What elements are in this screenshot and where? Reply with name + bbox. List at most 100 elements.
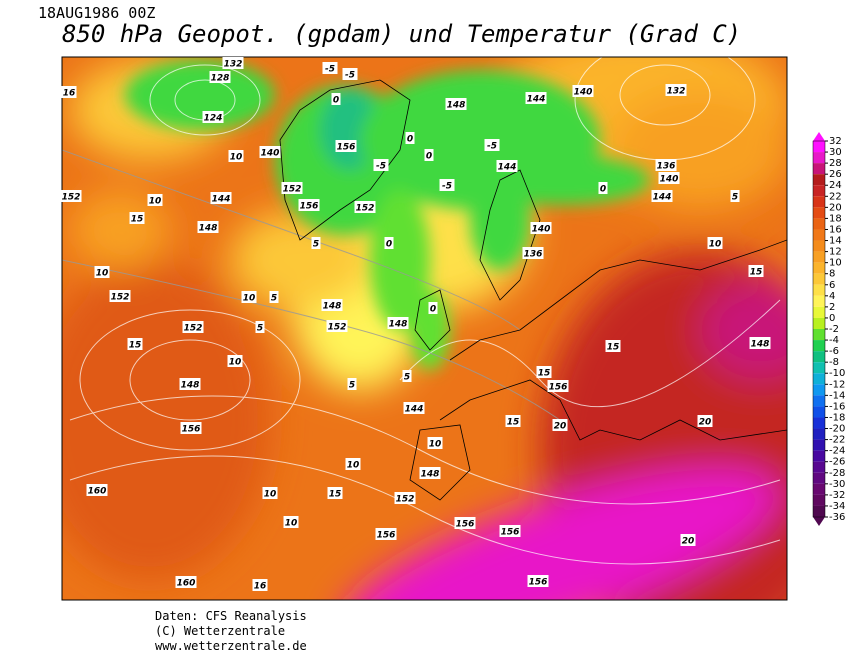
colorbar-swatch xyxy=(813,306,825,318)
label-box xyxy=(255,321,265,333)
label-box xyxy=(94,266,110,278)
contour-label: 152 xyxy=(356,204,375,214)
label-box xyxy=(129,212,145,224)
label-box xyxy=(530,222,552,234)
contour-label: 10 xyxy=(230,153,243,163)
colorbar-swatch xyxy=(813,384,825,396)
contour-label: 0 xyxy=(430,305,436,315)
colorbar-swatch xyxy=(813,152,825,164)
colorbar-swatch xyxy=(813,329,825,341)
colorbar-label: -24 xyxy=(829,446,845,457)
colorbar-label: -14 xyxy=(829,390,845,401)
colorbar-swatch xyxy=(813,483,825,495)
label-box xyxy=(655,159,677,171)
contour-label: 148 xyxy=(323,302,342,312)
label-box xyxy=(697,415,713,427)
colorbar-swatch xyxy=(813,141,825,153)
contour-label: 10 xyxy=(264,490,277,500)
label-box xyxy=(321,299,343,311)
contour-label: 148 xyxy=(181,381,200,391)
label-box xyxy=(394,492,416,504)
contour-label: 15 xyxy=(329,490,342,500)
label-box xyxy=(748,265,764,277)
label-box xyxy=(598,182,608,194)
contour-label: 10 xyxy=(347,461,360,471)
colorbar-swatch xyxy=(813,295,825,307)
contour-label: 140 xyxy=(532,225,551,235)
label-box xyxy=(335,140,357,152)
contour-label: 132 xyxy=(224,60,243,70)
label-box xyxy=(182,321,204,333)
label-box xyxy=(281,182,303,194)
colorbar-swatch xyxy=(813,273,825,285)
colorbar-label: 2 xyxy=(829,302,835,313)
label-box xyxy=(651,190,673,202)
label-box xyxy=(60,190,82,202)
contour-label: 140 xyxy=(574,88,593,98)
colorbar-swatch xyxy=(813,229,825,241)
colorbar-label: -12 xyxy=(829,379,845,390)
contour-label: -5 xyxy=(487,142,497,152)
label-box xyxy=(405,132,415,144)
colorbar-swatch xyxy=(813,207,825,219)
colorbar-swatch xyxy=(813,417,825,429)
colorbar-swatch xyxy=(813,251,825,263)
label-box xyxy=(424,149,434,161)
colorbar-swatch xyxy=(813,461,825,473)
colorbar-label: 4 xyxy=(829,291,835,302)
contour-label: 10 xyxy=(429,440,442,450)
contour-label: 148 xyxy=(447,101,466,111)
contour-label: 16 xyxy=(63,89,76,99)
contour-label: 15 xyxy=(750,268,763,278)
label-box xyxy=(322,62,338,74)
label-box xyxy=(262,487,278,499)
contour-label: 0 xyxy=(386,240,392,250)
contour-label: 148 xyxy=(751,340,770,350)
colorbar-label: 10 xyxy=(829,258,842,269)
contour-label: 10 xyxy=(243,294,256,304)
label-box xyxy=(283,516,299,528)
label-box xyxy=(210,192,232,204)
colorbar-swatch xyxy=(813,196,825,208)
contour-label: -5 xyxy=(442,182,452,192)
contour-label: 140 xyxy=(261,149,280,159)
label-box xyxy=(707,237,723,249)
colorbar-label: -32 xyxy=(829,490,845,501)
colorbar-label: -36 xyxy=(829,512,845,523)
footer-line: www.wetterzentrale.de xyxy=(155,639,307,653)
label-box xyxy=(427,437,443,449)
colorbar-swatch xyxy=(813,262,825,274)
contour-label: 15 xyxy=(607,343,620,353)
label-box xyxy=(749,337,771,349)
colorbar-label: 22 xyxy=(829,191,842,202)
label-box xyxy=(665,84,687,96)
colorbar-frame xyxy=(812,140,826,518)
label-box xyxy=(331,93,341,105)
contour-label: 20 xyxy=(682,537,695,547)
label-box xyxy=(298,199,320,211)
colorbar-swatch xyxy=(813,340,825,352)
contour-label: 0 xyxy=(407,135,413,145)
colorbar-label: 16 xyxy=(829,224,842,235)
label-box xyxy=(311,237,321,249)
label-box xyxy=(327,487,343,499)
colorbar-label: -8 xyxy=(829,357,839,368)
label-box xyxy=(402,370,412,382)
contour-label: 152 xyxy=(396,495,415,505)
colorbar-label: 0 xyxy=(829,313,835,324)
label-box xyxy=(209,71,231,83)
label-box xyxy=(428,302,438,314)
colorbar-label: 14 xyxy=(829,236,842,247)
label-box xyxy=(127,338,143,350)
contour-label: 156 xyxy=(549,383,568,393)
colorbar-swatch xyxy=(813,428,825,440)
colorbar-label: 28 xyxy=(829,158,842,169)
contour-label: 5 xyxy=(257,324,263,334)
label-box xyxy=(259,146,281,158)
label-box xyxy=(347,378,357,390)
label-box xyxy=(175,576,197,588)
contour-label: 136 xyxy=(657,162,676,172)
colorbar-label: -34 xyxy=(829,501,845,512)
contour-label: 144 xyxy=(653,193,672,203)
label-box xyxy=(536,366,552,378)
